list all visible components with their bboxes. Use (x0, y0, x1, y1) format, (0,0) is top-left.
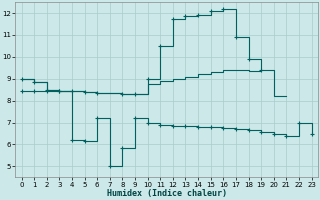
X-axis label: Humidex (Indice chaleur): Humidex (Indice chaleur) (107, 189, 227, 198)
